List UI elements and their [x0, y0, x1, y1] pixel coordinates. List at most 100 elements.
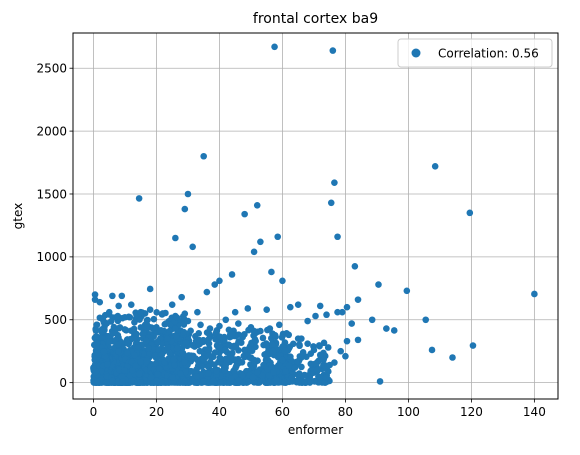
data-point — [268, 363, 275, 370]
x-tick-label: 40 — [212, 405, 227, 419]
data-point — [158, 351, 166, 358]
data-point — [154, 370, 161, 378]
data-point — [259, 334, 267, 342]
data-point — [272, 376, 280, 384]
data-point — [299, 348, 307, 356]
data-point — [316, 302, 324, 310]
data-point — [118, 372, 126, 380]
data-point — [195, 329, 203, 337]
data-point — [164, 335, 171, 343]
data-point — [275, 321, 283, 329]
data-point — [296, 341, 303, 348]
data-point — [258, 372, 266, 380]
data-point — [247, 324, 255, 331]
data-point — [231, 308, 239, 316]
data-point — [263, 341, 270, 349]
data-point — [115, 302, 122, 310]
data-point — [232, 362, 240, 370]
data-point — [221, 367, 229, 374]
plot-frame — [72, 32, 559, 400]
legend-entry: Correlation: 0.56 — [438, 46, 539, 60]
x-tick-label: 80 — [338, 405, 353, 419]
y-axis-ticks: 0 500 1000 1500 2000 2500 — [36, 62, 73, 390]
data-point — [298, 335, 305, 342]
x-tick-label: 140 — [523, 405, 546, 419]
y-tick-label: 500 — [44, 313, 67, 327]
data-point — [127, 301, 135, 308]
data-point — [179, 349, 187, 357]
data-point — [124, 339, 132, 347]
data-point — [93, 333, 100, 340]
data-point — [181, 205, 189, 213]
data-point — [222, 346, 229, 354]
data-point — [197, 321, 204, 329]
data-point — [155, 365, 163, 372]
data-point — [449, 354, 456, 361]
data-point — [196, 347, 204, 355]
data-point — [269, 341, 276, 348]
data-point — [251, 329, 259, 337]
data-point — [146, 285, 154, 293]
data-point — [348, 320, 356, 327]
data-point — [228, 271, 236, 278]
data-point — [294, 301, 302, 308]
data-point — [256, 379, 263, 386]
data-point — [312, 312, 319, 320]
data-point — [281, 347, 289, 355]
data-point — [100, 348, 108, 356]
data-point — [466, 209, 474, 217]
data-point — [135, 370, 143, 378]
data-point — [269, 347, 277, 355]
data-point — [249, 373, 257, 381]
data-point — [251, 335, 259, 343]
data-point — [196, 336, 203, 344]
data-point — [109, 377, 116, 385]
data-point — [168, 301, 176, 308]
data-point — [270, 369, 277, 376]
data-point — [99, 316, 107, 324]
data-point — [268, 268, 275, 276]
data-point — [94, 349, 102, 357]
data-point — [92, 368, 100, 376]
data-point — [286, 343, 294, 351]
x-tick-label: 100 — [397, 405, 420, 419]
data-point — [164, 344, 171, 351]
data-point — [119, 378, 127, 386]
data-point — [93, 339, 101, 346]
data-point — [230, 367, 238, 375]
data-point — [403, 287, 411, 295]
data-point — [205, 351, 213, 359]
data-point — [298, 354, 305, 361]
data-point — [131, 318, 138, 326]
data-point — [173, 314, 181, 321]
data-point — [253, 369, 261, 376]
data-point — [222, 316, 230, 324]
data-point — [169, 374, 176, 381]
data-point — [228, 331, 236, 339]
y-tick-label: 1000 — [36, 250, 67, 264]
data-point — [184, 317, 192, 325]
data-point — [222, 361, 230, 369]
y-tick-label: 2500 — [36, 62, 67, 76]
data-point — [323, 373, 330, 381]
legend: Correlation: 0.56 — [397, 38, 553, 68]
data-point — [285, 362, 293, 369]
data-point — [172, 325, 179, 332]
data-point — [261, 351, 268, 358]
data-point — [178, 293, 185, 301]
data-point — [137, 324, 145, 331]
data-point — [375, 281, 382, 288]
data-point — [203, 288, 211, 296]
x-tick-label: 0 — [90, 405, 98, 419]
data-point — [200, 355, 207, 363]
data-point — [155, 346, 162, 353]
data-point — [287, 303, 294, 311]
data-point — [116, 324, 124, 331]
data-point — [172, 234, 179, 242]
data-point — [147, 374, 155, 381]
data-point — [105, 338, 113, 345]
data-point — [351, 263, 359, 270]
data-point — [137, 308, 145, 316]
data-point — [321, 379, 329, 386]
data-point — [189, 341, 196, 349]
